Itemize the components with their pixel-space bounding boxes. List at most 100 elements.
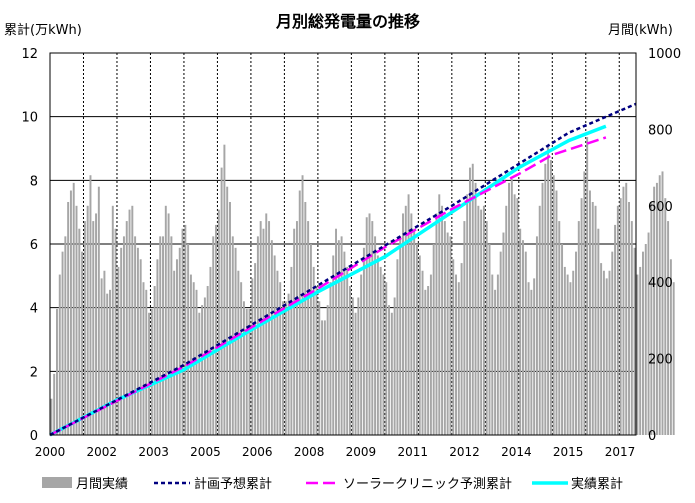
monthly-bar: [69, 190, 72, 435]
monthly-bar: [549, 159, 552, 435]
monthly-bar: [53, 373, 56, 435]
monthly-bar: [332, 255, 335, 435]
monthly-bar: [633, 247, 636, 435]
monthly-bar: [555, 190, 558, 435]
y-left-tick-label: 8: [30, 174, 38, 189]
monthly-bar: [385, 282, 388, 435]
cumulative-lines: [49, 102, 637, 437]
monthly-bar: [600, 263, 603, 435]
y-right-tick-label: 200: [648, 353, 673, 368]
monthly-bar: [535, 236, 538, 435]
monthly-bar: [471, 163, 474, 435]
monthly-bar: [237, 270, 240, 435]
monthly-bar: [125, 221, 128, 435]
y-right-axis-title: 月間(kWh): [608, 23, 673, 38]
monthly-bar: [524, 251, 527, 435]
monthly-bar: [128, 209, 131, 435]
monthly-bar: [664, 198, 667, 435]
monthly-bar: [368, 213, 371, 435]
y-left-ticks: 0 2 4 6 8 10 12: [21, 47, 38, 444]
monthly-bar: [449, 236, 452, 435]
monthly-bar: [572, 270, 575, 435]
monthly-bar: [109, 289, 111, 435]
monthly-bar: [402, 213, 404, 435]
monthly-bar: [399, 236, 402, 435]
y-right-ticks: 0 200 400 600 800 1000: [648, 47, 681, 444]
monthly-bar: [254, 263, 257, 435]
monthly-bar: [139, 259, 142, 435]
monthly-bar: [173, 270, 176, 435]
monthly-bar: [162, 236, 164, 435]
monthly-bar: [653, 186, 656, 435]
monthly-bar: [64, 236, 67, 435]
monthly-bar: [379, 266, 382, 435]
monthly-bar: [429, 274, 432, 435]
monthly-bar: [81, 251, 84, 435]
monthly-bar: [58, 274, 61, 435]
x-tick-label: 2012: [449, 445, 480, 459]
monthly-bar: [577, 221, 580, 435]
monthly-bar: [594, 205, 597, 435]
monthly-bar: [122, 236, 125, 435]
monthly-bar: [251, 278, 254, 435]
y-left-tick-label: 0: [30, 429, 38, 444]
monthly-bar: [457, 282, 460, 435]
monthly-bar: [432, 244, 435, 435]
monthly-bar: [641, 251, 644, 435]
monthly-bar: [97, 186, 100, 435]
monthly-bar: [354, 312, 357, 435]
monthly-bar: [566, 274, 569, 435]
monthly-bar: [142, 282, 145, 435]
y-left-tick-label: 6: [30, 238, 38, 253]
monthly-bar: [516, 198, 519, 435]
monthly-bar: [304, 201, 307, 435]
monthly-bar: [234, 247, 237, 435]
monthly-bar: [580, 198, 583, 435]
monthly-bar: [474, 182, 477, 435]
monthly-bar: [348, 286, 351, 435]
monthly-bar: [505, 205, 508, 435]
monthly-bar: [301, 175, 304, 436]
y-left-axis-title: 累計(万kWh): [4, 22, 82, 38]
solar-clinic-cumulative-line: [49, 136, 607, 437]
y-right-tick-label: 400: [648, 276, 673, 291]
monthly-bar: [480, 209, 483, 435]
monthly-bar: [455, 274, 457, 435]
monthly-bar: [164, 205, 167, 435]
monthly-bar: [541, 182, 544, 435]
monthly-bar: [608, 270, 611, 435]
legend-label-monthly: 月間実績: [76, 476, 128, 492]
monthly-bar: [159, 236, 162, 435]
monthly-bar: [441, 205, 444, 435]
monthly-bar: [265, 213, 268, 435]
y-right-tick-label: 1000: [648, 47, 681, 62]
monthly-bar: [315, 286, 318, 435]
x-tick-label: 2005: [190, 445, 221, 459]
monthly-bar: [229, 201, 231, 435]
monthly-bar: [619, 198, 622, 435]
monthly-bar: [323, 320, 326, 435]
monthly-bar: [340, 236, 343, 435]
monthly-bar: [312, 266, 315, 435]
monthly-bar: [452, 259, 455, 435]
monthly-bar: [404, 205, 407, 435]
legend-swatch-monthly: [42, 477, 72, 488]
monthly-bar: [67, 201, 70, 435]
monthly-bar: [597, 228, 600, 435]
x-tick-label: 2011: [397, 445, 428, 459]
y-left-tick-label: 10: [21, 111, 38, 126]
monthly-bar: [616, 205, 619, 435]
monthly-bar: [519, 228, 522, 435]
monthly-bar: [357, 297, 360, 435]
legend-label-plan: 計画予想累計: [194, 476, 272, 492]
monthly-bar: [189, 274, 192, 435]
monthly-bar: [100, 278, 103, 435]
monthly-bar: [443, 221, 446, 435]
monthly-bar: [276, 270, 279, 435]
monthly-bar: [390, 312, 393, 435]
legend: 月間実績 計画予想累計 ソーラークリニック予測累計 実績累計: [42, 476, 623, 492]
monthly-bar: [418, 255, 421, 435]
monthly-bar: [220, 167, 223, 435]
monthly-bar: [217, 209, 220, 435]
monthly-bar: [307, 221, 310, 435]
